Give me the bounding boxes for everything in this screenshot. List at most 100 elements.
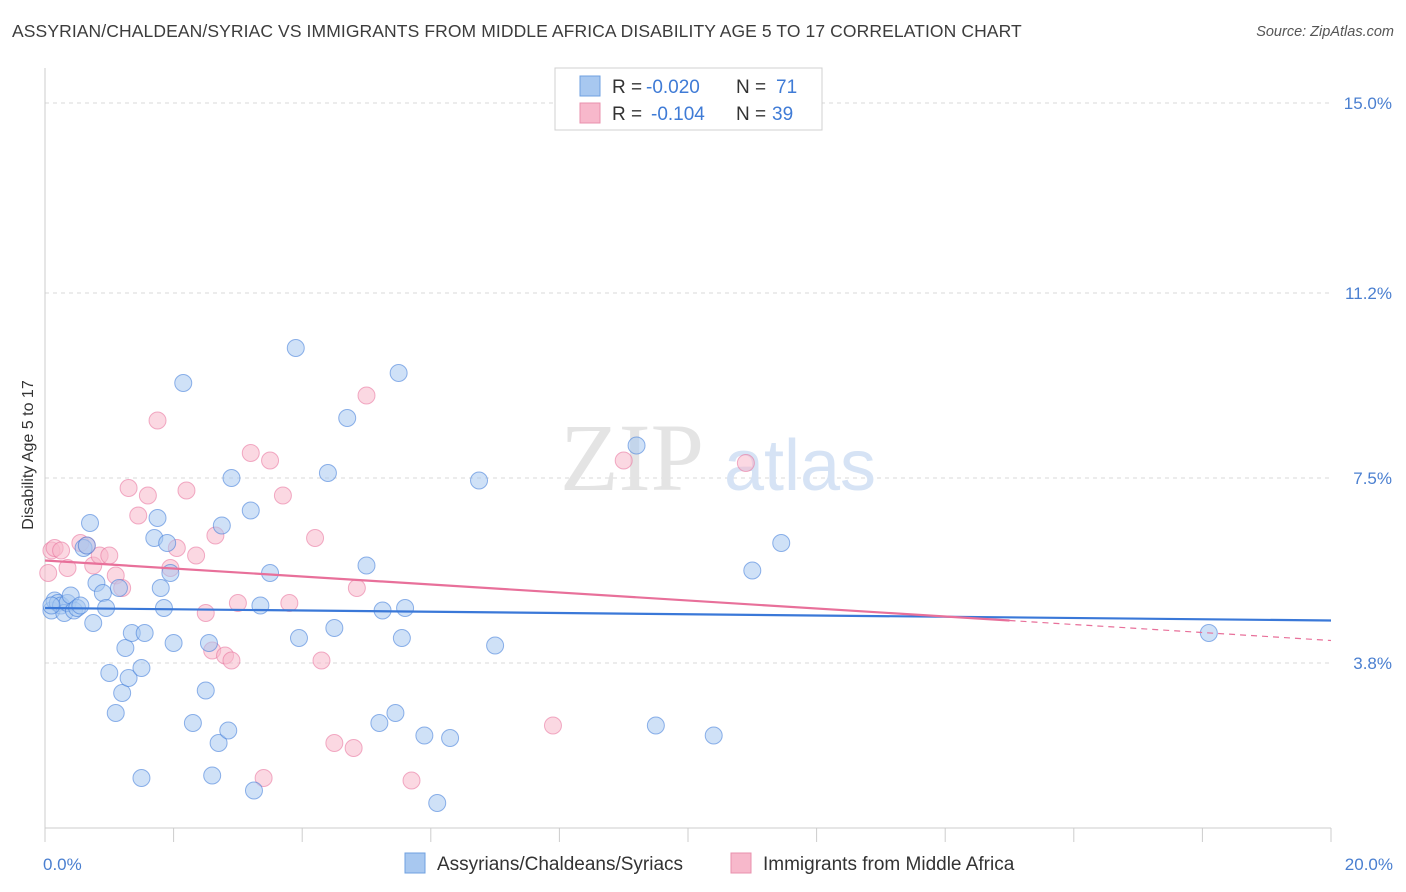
middle-africa-point-29	[273, 486, 292, 505]
assyrian-point-28	[151, 579, 170, 597]
y-tick-label-0: 3.8%	[1353, 654, 1392, 673]
assyrian-point-70	[77, 536, 96, 555]
assyrian-point-25	[135, 624, 154, 642]
assyrian-point-23	[132, 659, 151, 677]
y-tick-labels: 3.8% 7.5% 11.2% 15.0%	[1344, 94, 1392, 673]
chart-source: Source: ZipAtlas.com	[1256, 24, 1394, 40]
assyrian-point-67	[772, 534, 791, 552]
assyrian-point-39	[212, 516, 231, 535]
middle-africa-point-13	[129, 506, 148, 525]
legend-r-label-2: R =	[612, 104, 642, 125]
assyrian-point-17	[106, 704, 125, 722]
legend-r-value-2: -0.104	[651, 104, 705, 125]
legend-n-value-2: 39	[772, 104, 793, 125]
middle-africa-point-26	[241, 444, 260, 462]
middle-africa-point-0	[39, 564, 58, 582]
assyrian-point-60	[441, 729, 460, 747]
x-tick-label-0: 0.0%	[43, 855, 82, 874]
legend-swatch-pink	[579, 102, 601, 124]
middle-africa-point-33	[325, 734, 344, 752]
legend-box: R = -0.020 N = 71 R = -0.104 N = 39	[554, 67, 823, 131]
bottom-legend-label-blue: Assyrians/Chaldeans/Syriacs	[437, 854, 683, 875]
bottom-legend-label-pink: Immigrants from Middle Africa	[763, 854, 1015, 875]
assyrian-point-27	[148, 509, 167, 527]
assyrian-point-12	[84, 614, 103, 632]
legend-r-value-1: -0.020	[646, 77, 700, 98]
legend-r-label-1: R =	[612, 77, 642, 98]
assyrian-point-20	[116, 639, 135, 657]
assyrian-point-46	[286, 339, 305, 357]
assyrian-point-51	[357, 556, 376, 575]
assyrian-point-35	[196, 681, 215, 700]
middle-africa-point-32	[312, 651, 331, 670]
assyrian-point-48	[318, 464, 337, 482]
middle-africa-point-14	[138, 486, 157, 505]
assyrian-point-14	[93, 584, 112, 602]
bottom-legend-swatch-pink	[730, 852, 752, 874]
assyrian-point-52	[370, 714, 389, 732]
assyrian-point-32	[164, 634, 183, 652]
middle-africa-point-15	[148, 411, 167, 430]
assyrian-point-65	[704, 726, 723, 745]
legend-swatch-blue	[579, 75, 601, 97]
assyrian-point-64	[646, 716, 665, 735]
assyrian-point-33	[174, 374, 193, 392]
y-tick-label-1: 7.5%	[1353, 469, 1392, 488]
middle-africa-point-3	[52, 541, 71, 560]
grid-lines	[45, 102, 1331, 664]
bottom-legend-swatch-blue	[404, 852, 426, 874]
middle-africa-point-39	[614, 451, 633, 470]
assyrian-point-36	[199, 634, 218, 652]
legend-n-label-2: N =	[736, 104, 766, 125]
assyrian-point-38	[209, 734, 228, 752]
legend-n-label-1: N =	[736, 77, 766, 98]
assyrian-point-58	[415, 726, 434, 745]
assyrian-point-18	[109, 579, 128, 597]
middle-africa-point-27	[254, 769, 273, 787]
assyrian-point-63	[627, 436, 646, 455]
assyrian-point-42	[241, 501, 260, 520]
middle-africa-point-12	[119, 479, 138, 497]
assyrian-point-62	[486, 636, 505, 655]
assyrian-point-16	[100, 664, 119, 682]
assyrian-point-19	[113, 684, 132, 702]
watermark: ZIP atlas	[560, 404, 876, 511]
axes	[44, 68, 1332, 842]
trend-line-assyrian	[44, 606, 1332, 622]
assyrian-point-11	[81, 514, 100, 532]
middle-africa-point-34	[344, 739, 363, 757]
assyrian-point-37	[203, 766, 222, 785]
middle-africa-point-4	[58, 559, 77, 577]
assyrian-point-66	[743, 561, 762, 580]
y-tick-label-3: 15.0%	[1344, 94, 1392, 113]
middle-africa-point-19	[187, 546, 206, 565]
assyrian-point-56	[392, 629, 411, 647]
assyrian-point-54	[386, 704, 405, 722]
assyrian-point-61	[470, 471, 489, 490]
middle-africa-point-35	[347, 579, 366, 597]
middle-africa-point-38	[543, 716, 562, 735]
assyrian-point-55	[389, 364, 408, 382]
middle-africa-point-40	[736, 454, 755, 472]
trend-lines	[44, 559, 1332, 642]
assyrian-point-44	[251, 596, 270, 615]
assyrian-point-69	[42, 596, 61, 615]
middle-africa-point-31	[306, 529, 325, 547]
middle-africa-point-28	[261, 451, 280, 470]
x-tick-label-1: 20.0%	[1345, 855, 1393, 874]
assyrian-point-30	[158, 534, 177, 552]
y-axis-label: Disability Age 5 to 17	[20, 380, 37, 530]
middle-africa-point-20	[196, 604, 215, 622]
middle-africa-point-18	[177, 481, 196, 500]
assyrian-point-49	[325, 619, 344, 637]
assyrian-point-21	[119, 669, 138, 687]
assyrian-point-41	[222, 469, 241, 487]
assyrian-point-45	[261, 564, 280, 582]
y-tick-label-2: 11.2%	[1345, 284, 1392, 303]
middle-africa-point-30	[280, 594, 299, 612]
assyrian-point-43	[244, 781, 263, 800]
middle-africa-point-9	[100, 546, 119, 565]
middle-africa-point-24	[222, 651, 241, 670]
assyrian-point-50	[338, 409, 357, 427]
